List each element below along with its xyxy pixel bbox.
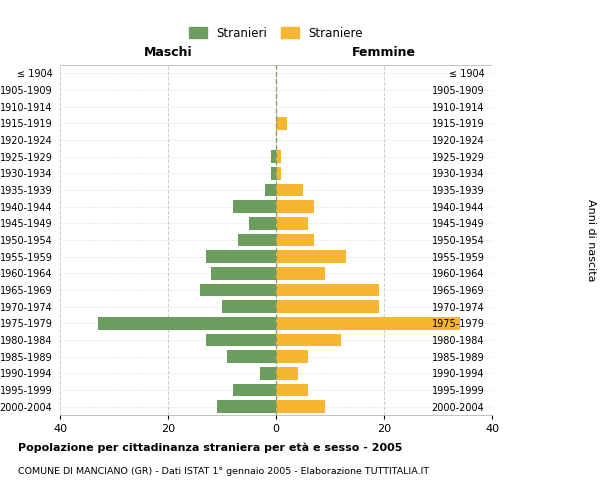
Bar bbox=[260, 367, 276, 380]
Bar bbox=[211, 267, 276, 280]
Bar bbox=[276, 400, 325, 413]
Bar bbox=[276, 167, 281, 179]
Bar bbox=[276, 334, 341, 346]
Bar bbox=[265, 184, 276, 196]
Bar bbox=[227, 350, 276, 363]
Bar bbox=[276, 384, 308, 396]
Bar bbox=[206, 250, 276, 263]
Bar bbox=[217, 400, 276, 413]
Bar bbox=[271, 150, 276, 163]
Bar bbox=[276, 200, 314, 213]
Text: Popolazione per cittadinanza straniera per età e sesso - 2005: Popolazione per cittadinanza straniera p… bbox=[18, 442, 403, 453]
Text: Maschi: Maschi bbox=[143, 46, 193, 59]
Bar bbox=[233, 384, 276, 396]
Bar bbox=[276, 234, 314, 246]
Bar bbox=[276, 117, 287, 130]
Bar bbox=[276, 284, 379, 296]
Bar bbox=[276, 217, 308, 230]
Bar bbox=[200, 284, 276, 296]
Text: Anni di nascita: Anni di nascita bbox=[586, 198, 596, 281]
Bar bbox=[276, 184, 303, 196]
Text: Femmine: Femmine bbox=[352, 46, 416, 59]
Bar bbox=[233, 200, 276, 213]
Text: COMUNE DI MANCIANO (GR) - Dati ISTAT 1° gennaio 2005 - Elaborazione TUTTITALIA.I: COMUNE DI MANCIANO (GR) - Dati ISTAT 1° … bbox=[18, 468, 429, 476]
Legend: Stranieri, Straniere: Stranieri, Straniere bbox=[184, 22, 368, 44]
Bar bbox=[276, 317, 460, 330]
Bar bbox=[206, 334, 276, 346]
Bar bbox=[222, 300, 276, 313]
Bar bbox=[276, 300, 379, 313]
Bar bbox=[249, 217, 276, 230]
Bar bbox=[271, 167, 276, 179]
Bar bbox=[276, 350, 308, 363]
Bar bbox=[276, 267, 325, 280]
Bar bbox=[98, 317, 276, 330]
Bar bbox=[238, 234, 276, 246]
Bar bbox=[276, 150, 281, 163]
Bar bbox=[276, 367, 298, 380]
Bar bbox=[276, 250, 346, 263]
